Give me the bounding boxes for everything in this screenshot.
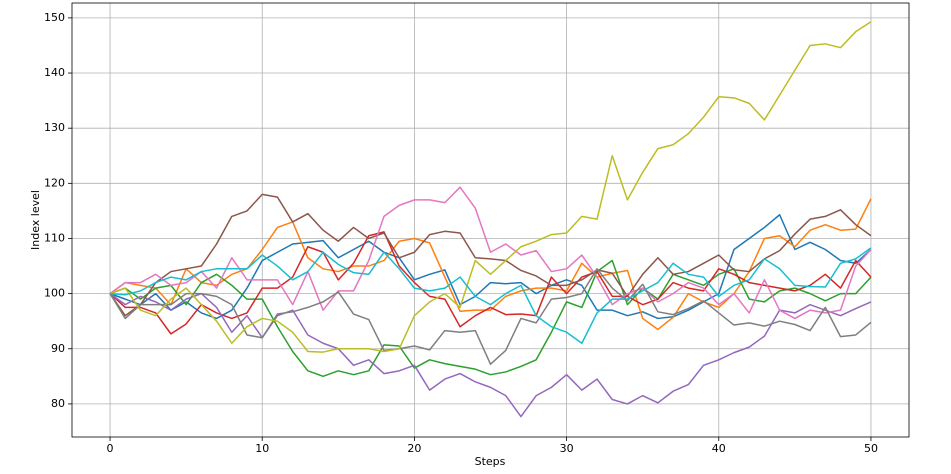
y-tick-label: 150 [44, 11, 65, 24]
y-axis-label: Index level [29, 190, 42, 250]
series-line [109, 198, 872, 331]
x-axis-label: Steps [475, 455, 506, 468]
series-line [109, 21, 872, 353]
y-tick-label: 90 [51, 342, 65, 355]
series-line [109, 247, 872, 345]
series-line [109, 259, 872, 378]
x-tick-label: 50 [864, 442, 878, 455]
series-line [109, 231, 872, 335]
y-tick-label: 80 [51, 397, 65, 410]
plot-frame [71, 2, 910, 438]
series-line [109, 193, 872, 317]
grid [72, 3, 909, 437]
y-tick-label: 110 [44, 231, 65, 244]
y-tick-label: 120 [44, 176, 65, 189]
y-tick-label: 130 [44, 121, 65, 134]
x-tick-label: 10 [255, 442, 269, 455]
series-line [109, 292, 872, 418]
y-tick-label: 100 [44, 287, 65, 300]
series-line [109, 214, 872, 320]
series-line [109, 268, 872, 365]
lines [109, 21, 872, 418]
x-tick-label: 40 [712, 442, 726, 455]
x-tick-label: 0 [107, 442, 114, 455]
x-tick-label: 30 [560, 442, 574, 455]
y-tick-label: 140 [44, 66, 65, 79]
x-tick-label: 20 [407, 442, 421, 455]
series-line [109, 186, 872, 320]
